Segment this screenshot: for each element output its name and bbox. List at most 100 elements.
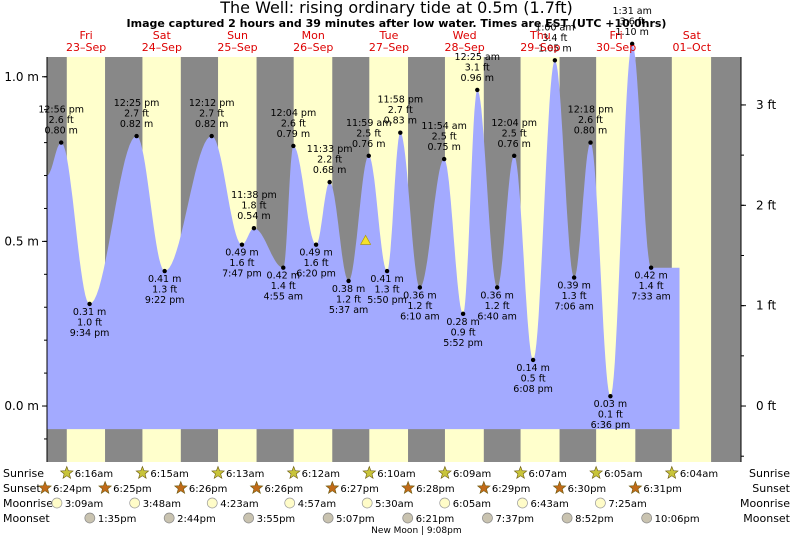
high-tide-label: 12:18 pm [568,105,614,116]
sunset-time: 6:30pm [568,484,607,495]
row-label-left-sunset: Sunset [3,482,41,495]
low-tide-label: 9:22 pm [145,295,185,306]
sunrise-time: 6:15am [150,469,188,480]
extreme-dot [251,226,257,231]
sunset-icon [38,480,52,494]
sunrise-time: 6:05am [604,469,642,480]
low-tide-label: 6:36 pm [591,420,631,431]
high-tide-label: 2.7 ft [388,105,413,116]
low-tide-label: 0.41 m [370,274,403,285]
sunset-icon [98,480,113,494]
low-tide-label: 0.42 m [267,271,300,282]
sunrise-time: 6:09am [453,469,491,480]
high-tide-label: 3.4 ft [542,33,567,44]
extreme-dot [281,265,286,270]
extreme-dot [494,285,500,290]
sunset-icon [552,480,567,494]
sun-moon-rows: Sunrise Sunrise Sunset Sunset Moonrise Moonri… [3,465,791,536]
low-tide-label: 6:10 am [400,311,439,322]
day-name: Mon [302,29,325,42]
current-level-marker [360,234,372,245]
tide-curve [47,43,680,430]
sunset-time: 6:24pm [53,484,92,495]
high-tide-label: 2.7 ft [124,109,149,120]
moonrise-icon [284,497,296,509]
high-tide-label: 0.68 m [313,165,346,176]
sunset-icon [325,480,340,494]
moonrise-time: 4:57am [298,499,336,510]
moonset-time: 7:37pm [495,514,534,525]
extreme-dot [571,275,577,280]
extreme-dot [162,268,167,274]
row-label-right-moonset: Moonset [743,512,790,525]
high-tide-label: 2.6 ft [49,115,74,126]
low-tide-label: 0.36 m [403,290,436,301]
row-label-right-moonrise: Moonrise [740,497,790,510]
sunset-icon [628,480,643,494]
high-tide-label: 0.54 m [237,211,270,222]
sunrise-icon [59,465,74,479]
low-tide-label: 4:55 am [264,292,303,303]
day-name: Fri [610,29,623,42]
low-tide-label: 6:40 am [477,311,516,322]
moonset-icon [243,512,254,524]
low-tide-label: 1.2 ft [485,301,510,312]
low-tide-label: 0.41 m [148,274,181,285]
high-tide-label: 0.82 m [195,119,228,130]
extreme-dot [552,58,558,63]
moonset-icon [482,512,493,524]
sunrise-icon [286,465,301,479]
right-tick-label: 1 ft [756,299,776,313]
low-tide-label: 5:52 pm [443,338,483,349]
low-tide-label: 0.1 ft [598,410,623,421]
high-tide-label: 0.80 m [44,126,77,137]
moonset-time: 8:52pm [575,514,614,525]
moonrise-time: 3:48am [143,499,181,510]
low-tide-label: 7:47 pm [222,269,262,280]
extreme-dot [417,285,423,290]
high-tide-label: 12:04 pm [491,118,537,129]
low-tide-label: 1.6 ft [229,258,254,269]
right-tick-label: 3 ft [756,98,776,112]
sunrise-icon [211,465,225,479]
high-tide-label: 0.82 m [120,119,153,130]
high-tide-label: 11:59 am [346,118,391,129]
low-tide-label: 6:08 pm [513,384,553,395]
moonset-icon [402,512,414,524]
low-tide-label: 0.42 m [634,271,667,282]
low-tide-label: 1.2 ft [407,301,432,312]
moonset-time: 1:35pm [98,514,137,525]
row-label-left-moonrise: Moonrise [3,497,53,510]
high-tide-label: 12:04 pm [271,108,317,119]
axes: 0.0 m 0.5 m 1.0 m 0 ft 1 ft 2 ft 3 ft [4,57,776,462]
left-tick-label: 0.5 m [4,234,39,248]
sunset-time: 6:28pm [416,484,455,495]
low-tide-label: 0.9 ft [451,327,476,338]
low-tide-label: 1.4 ft [271,281,296,292]
high-tide-label: 12:56 pm [38,105,84,116]
low-tide-label: 0.38 m [332,284,365,295]
low-tide-label: 0.49 m [225,248,258,259]
left-tick-label: 1.0 m [4,70,39,84]
moonrise-time: 4:23am [220,499,258,510]
moonrise-icon [517,497,528,509]
sunset-icon [401,480,416,494]
extreme-dot [511,153,517,158]
high-tide-label: 0.79 m [277,129,310,140]
row-label-right-sunrise: Sunrise [749,467,790,480]
sunrise-icon [362,465,377,479]
moon-phase-label: New Moon | 9:08pm [371,526,461,536]
moonrise-icon [595,497,606,509]
high-tide-label: 2.5 ft [432,132,457,143]
extreme-dot [588,140,593,145]
high-tide-label: 2.6 ft [578,115,603,126]
extreme-dot [441,156,447,162]
sunrise-icon [589,465,604,479]
low-tide-label: 0.31 m [73,307,106,318]
extreme-dot [608,393,613,399]
extreme-dot [398,130,403,135]
left-tick-label: 0.0 m [4,399,39,413]
high-tide-label: 2.2 ft [317,155,342,166]
day-date: 27–Sep [369,41,409,54]
